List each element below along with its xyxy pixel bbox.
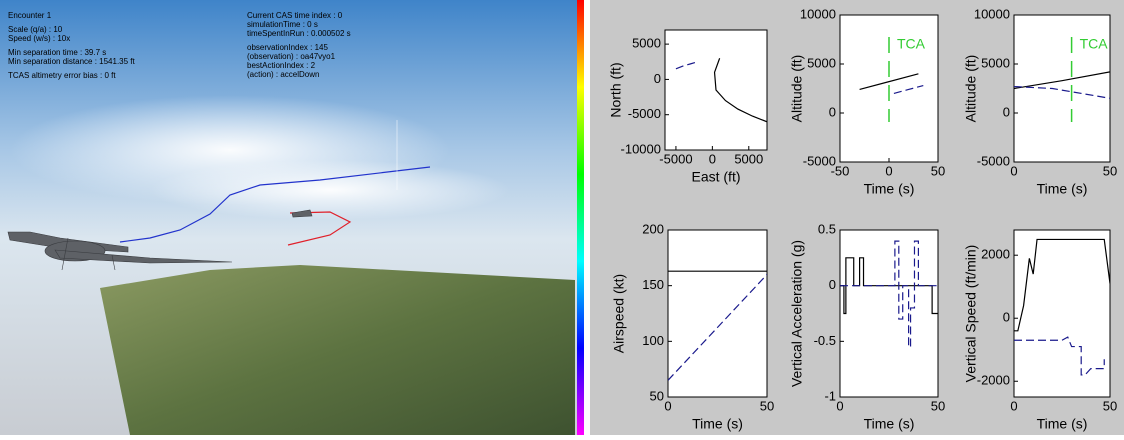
tca-label: TCA: [897, 36, 926, 52]
overlay-text: Encounter 1: [8, 11, 52, 20]
overlay-text: (action) : accelDown: [247, 70, 319, 79]
y-axis-label: North (ft): [608, 62, 624, 117]
y-tick-label: 10000: [974, 6, 1010, 21]
x-axis-label: Time (s): [1037, 416, 1088, 432]
y-tick-label: -2000: [977, 373, 1010, 388]
x-axis-label: Time (s): [1037, 181, 1088, 197]
x-tick-label: 50: [1103, 163, 1117, 178]
screen: Encounter 1 Scale (q/a) : 10Speed (w/s) :…: [0, 0, 1124, 435]
overlay-text: observationIndex : 145: [247, 43, 328, 52]
y-tick-label: 2000: [981, 247, 1010, 262]
x-tick-label: 50: [931, 163, 945, 178]
x-axis-label: Time (s): [864, 181, 915, 197]
overlay-text: timeSpentInRun : 0.000502 s: [247, 29, 351, 38]
y-tick-label: 0: [1003, 310, 1010, 325]
x-tick-label: 0: [664, 398, 671, 413]
overlay-text: Scale (q/a) : 10: [8, 25, 63, 34]
y-tick-label: -5000: [977, 153, 1010, 168]
tca-label: TCA: [1080, 36, 1109, 52]
x-tick-label: 50: [760, 398, 774, 413]
overlay-text: simulationTime : 0 s: [247, 20, 318, 29]
y-tick-label: 200: [642, 221, 664, 236]
x-tick-label: -5000: [659, 151, 692, 166]
y-tick-label: 10000: [800, 6, 836, 21]
y-tick-label: 0: [1003, 104, 1010, 119]
y-tick-label: 150: [642, 277, 664, 292]
y-tick-label: 50: [650, 388, 664, 403]
y-axis-label: Vertical Speed (ft/min): [963, 245, 979, 383]
overlay-text: Current CAS time index : 0: [247, 11, 343, 20]
x-tick-label: 0: [836, 398, 843, 413]
x-tick-label: 50: [931, 398, 945, 413]
y-tick-label: 0: [654, 71, 661, 86]
y-tick-label: -5000: [628, 106, 661, 121]
overlay-text: bestActionIndex : 2: [247, 61, 316, 70]
y-axis-label: Vertical Acceleration (g): [789, 240, 805, 387]
y-axis-label: Altitude (ft): [789, 55, 805, 123]
x-tick-label: 0: [885, 163, 892, 178]
y-axis-label: Altitude (ft): [963, 55, 979, 123]
y-tick-label: 100: [642, 333, 664, 348]
y-tick-label: 5000: [981, 55, 1010, 70]
overlay-text: TCAS altimetry error bias : 0 ft: [8, 71, 116, 80]
y-tick-label: -1: [824, 388, 836, 403]
x-tick-label: 0: [1010, 163, 1017, 178]
y-tick-label: -10000: [621, 141, 661, 156]
y-tick-label: -0.5: [814, 333, 836, 348]
x-tick-label: 50: [1103, 398, 1117, 413]
y-tick-label: 0.5: [818, 221, 836, 236]
axes-box: [1014, 230, 1110, 397]
overlay-text: (observation) : oa47vyo1: [247, 52, 336, 61]
overlay-text: Min separation time : 39.7 s: [8, 48, 106, 57]
overlay-text: Speed (w/s) : 10x: [8, 34, 70, 43]
x-axis-label: East (ft): [691, 169, 740, 185]
y-tick-label: 0: [829, 277, 836, 292]
axes-box: [668, 230, 767, 397]
y-axis-label: Airspeed (kt): [611, 274, 627, 353]
x-tick-label: 5000: [734, 151, 763, 166]
axes-box: [840, 230, 938, 397]
x-tick-label: 0: [709, 151, 716, 166]
x-tick-label: 0: [1010, 398, 1017, 413]
y-tick-label: 5000: [807, 55, 836, 70]
x-axis-label: Time (s): [692, 416, 743, 432]
y-tick-label: 0: [829, 104, 836, 119]
x-axis-label: Time (s): [864, 416, 915, 432]
overlay-text: Min separation distance : 1541.35 ft: [8, 57, 136, 66]
y-tick-label: 5000: [632, 36, 661, 51]
y-tick-label: -5000: [803, 153, 836, 168]
